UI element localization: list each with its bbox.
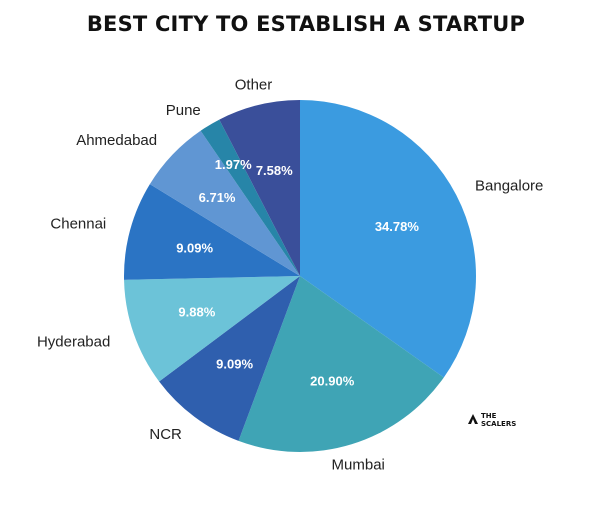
city-label-chennai: Chennai [50,216,106,233]
pie-slice-pune [200,119,300,277]
city-label-bangalore: Bangalore [475,177,543,194]
pct-label-other: 7.58% [256,163,293,178]
city-label-mumbai: Mumbai [332,456,385,473]
logo-line-2: SCALERS [481,420,516,428]
pie-slice-mumbai [238,276,444,453]
pie-slice-hyderabad [124,276,300,382]
pie-slices [124,100,477,453]
pie-slice-ahmedabad [149,130,300,276]
pct-label-ahmedabad: 6.71% [199,190,236,205]
pct-label-ncr: 9.09% [216,356,253,371]
logo-line-1: THE [481,412,497,420]
pie-slice-bangalore [300,100,477,378]
city-labels: Bangalore Mumbai NCR Hyderabad Chennai Ahmeda… [37,76,543,473]
pct-label-mumbai: 20.90% [310,373,355,388]
pie-slice-other [219,100,300,276]
city-label-ncr: NCR [149,426,182,443]
pct-label-hyderabad: 9.88% [178,305,215,320]
city-label-hyderabad: Hyderabad [37,333,110,350]
percentage-labels: 34.78% 20.90% 9.09% 9.88% 9.09% 6.71% 1.97% 7.5… [176,157,419,388]
pct-label-pune: 1.97% [215,157,252,172]
pct-label-chennai: 9.09% [176,241,213,256]
city-label-ahmedabad: Ahmedabad [76,132,157,149]
pie-slice-chennai [124,184,301,280]
pct-label-bangalore: 34.78% [375,219,420,234]
city-label-other: Other [235,76,273,93]
the-scalers-logo: THE SCALERS [468,412,516,428]
logo-mark-icon [468,414,478,424]
pie-slice-ncr [159,276,300,441]
chart-title: BEST CITY TO ESTABLISH A STARTUP [86,12,526,36]
city-label-pune: Pune [166,102,201,119]
